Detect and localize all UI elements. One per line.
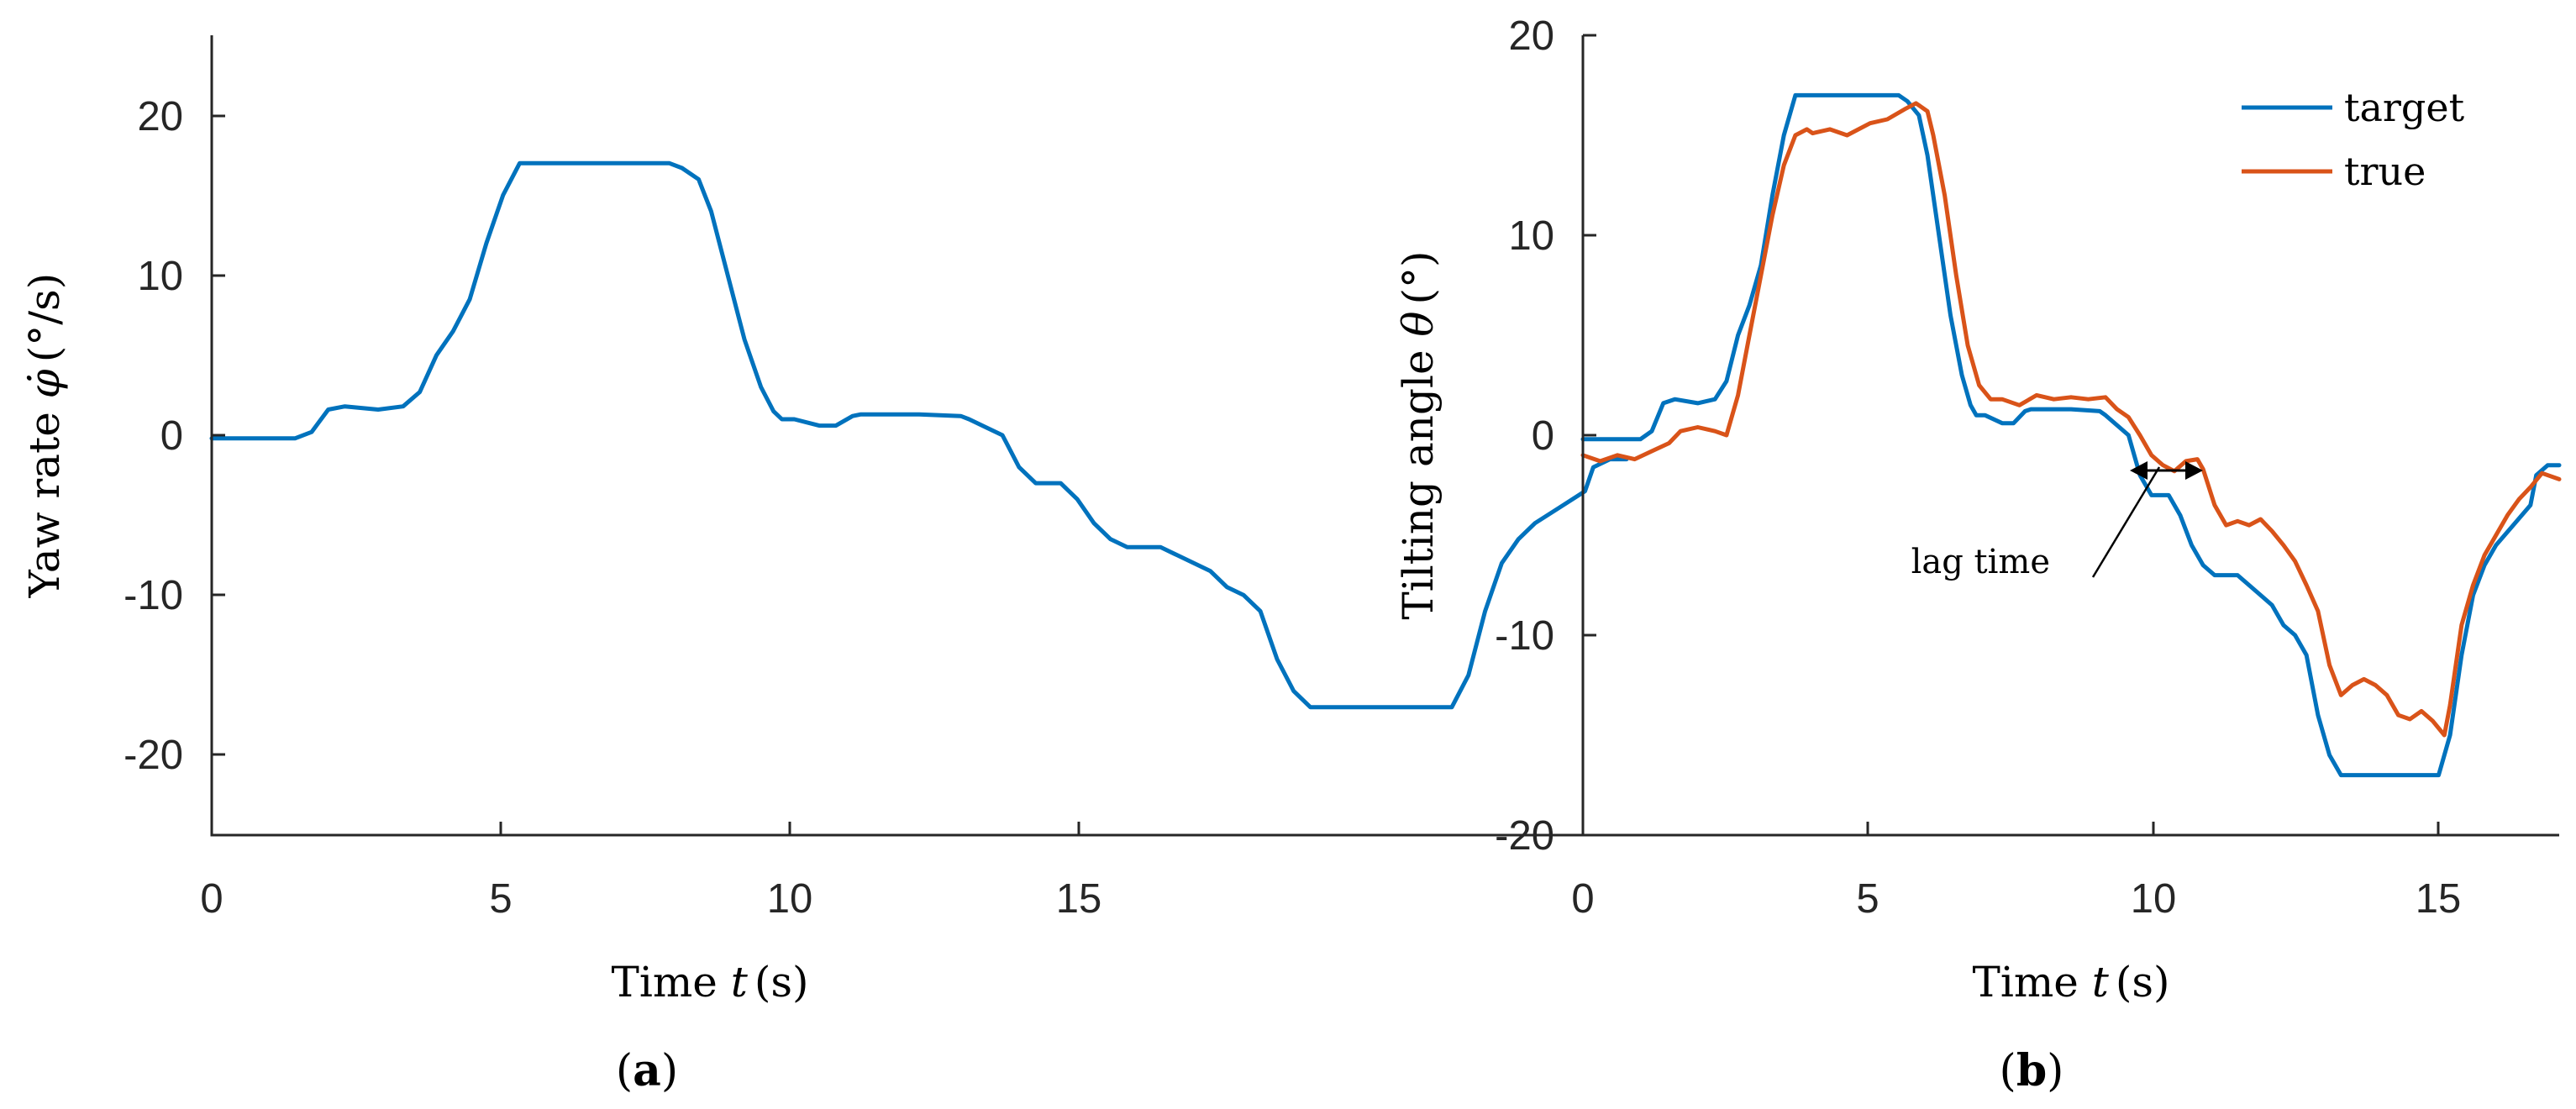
annotation-leader-line — [2091, 466, 2161, 578]
panel-label-a: (a) — [616, 1045, 678, 1096]
x-axis-label-b: Time t (s) — [1972, 958, 2169, 1007]
x-axis-label-a: Time t (s) — [611, 958, 808, 1007]
x-tick-label: 15 — [2416, 876, 2462, 922]
y-axis-label-b: Tilting angle θ(°) — [1394, 250, 1443, 619]
series-line-target — [1580, 92, 2562, 778]
y-tick-label: 0 — [160, 413, 183, 459]
y-tick-label: 0 — [1532, 413, 1554, 459]
panel-label-b: (b) — [2000, 1045, 2064, 1096]
y-tick-label: 10 — [137, 254, 183, 299]
x-tick-label: 5 — [489, 876, 512, 922]
y-tick-label: 20 — [137, 94, 183, 139]
y-tick-label: 10 — [1508, 213, 1554, 259]
y-axis-label-a: Yaw rate φ̇(°/s) — [20, 273, 69, 598]
series-line-true — [1580, 101, 2562, 738]
series-layer-a — [209, 160, 1629, 710]
y-tick-label: -20 — [1495, 813, 1554, 859]
x-tick-label: 15 — [1056, 876, 1102, 922]
y-tick-label: -20 — [124, 733, 183, 778]
lag-time-label: lag time — [1911, 543, 2050, 581]
legend: target true — [2242, 85, 2465, 194]
y-tick-label: 20 — [1508, 13, 1554, 59]
y-ticks-b: 20 10 0 -10 -20 — [1495, 13, 1596, 859]
x-ticks-a: 0 5 10 15 — [200, 822, 1101, 922]
lag-time-annotation: lag time — [1911, 461, 2203, 581]
series-layer-b — [1580, 92, 2562, 778]
x-tick-label: 10 — [2131, 876, 2177, 922]
lag-arrow-left-head — [2130, 461, 2148, 480]
x-tick-label: 10 — [767, 876, 813, 922]
series-line-a-0 — [209, 160, 1629, 710]
legend-label-true: true — [2344, 149, 2426, 194]
legend-label-target: target — [2344, 85, 2465, 130]
x-ticks-b: 0 5 10 15 — [1571, 822, 2461, 922]
x-tick-label: 0 — [200, 876, 223, 922]
x-tick-label: 0 — [1571, 876, 1594, 922]
y-ticks-a: 20 10 0 -10 -20 — [124, 94, 225, 778]
x-tick-label: 5 — [1856, 876, 1879, 922]
y-tick-label: -10 — [1495, 613, 1554, 659]
lag-arrow-right-head — [2185, 461, 2203, 480]
chart-b: 0 5 10 15 20 10 0 -10 -20 lag time — [1394, 13, 2562, 1096]
y-tick-label: -10 — [124, 573, 183, 618]
chart-a: 0 5 10 15 20 10 0 -10 -20 Time t (s) Yaw … — [20, 35, 1629, 1096]
